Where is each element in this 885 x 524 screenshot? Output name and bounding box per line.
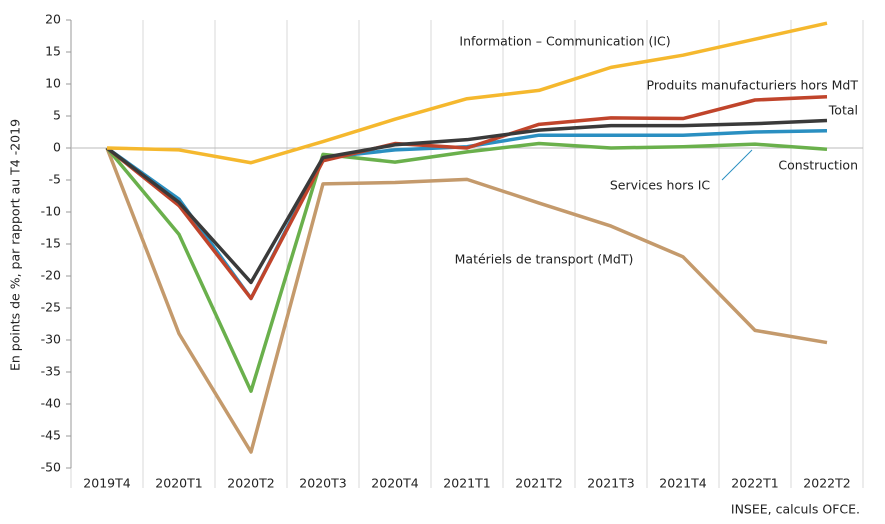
y-tick-label: -35 — [41, 364, 61, 379]
y-tick-label: -50 — [41, 460, 61, 475]
series-line — [105, 141, 828, 393]
source: INSEE, calculs OFCE. — [731, 502, 860, 517]
y-tick-label: -40 — [41, 396, 61, 411]
x-tick-label: 2022T2 — [803, 476, 850, 491]
x-tick-label: 2020T4 — [371, 476, 418, 491]
series-line — [105, 118, 828, 285]
y-tick-label: 15 — [45, 44, 61, 59]
y-tick-label: 10 — [45, 76, 61, 91]
callout — [721, 149, 753, 181]
x-tick-label: 2021T1 — [443, 476, 490, 491]
series-line — [105, 95, 828, 301]
y-tick-label: -30 — [41, 332, 61, 347]
y-tick-label: -5 — [49, 172, 61, 187]
series-label: Services hors IC — [610, 178, 711, 193]
x-tick-label: 2022T1 — [731, 476, 778, 491]
y-tick-label: -45 — [41, 428, 61, 443]
x-tick-label: 2020T2 — [227, 476, 274, 491]
x-tick-label: 2020T1 — [155, 476, 202, 491]
x-tick-label: 2021T4 — [659, 476, 706, 491]
series-line — [105, 147, 828, 454]
y-tick-label: 0 — [53, 140, 61, 155]
series-label: Produits manufacturiers hors MdT — [647, 78, 859, 93]
series-label: Matériels de transport (MdT) — [455, 252, 634, 267]
x-tick-label: 2020T3 — [299, 476, 346, 491]
series-label: Information – Communication (IC) — [459, 34, 670, 49]
y-tick-label: -15 — [41, 236, 61, 251]
y-tick-label: 5 — [53, 108, 61, 123]
y-tick-label: -10 — [41, 204, 61, 219]
x-tick-label: 2021T2 — [515, 476, 562, 491]
series-line — [106, 21, 828, 165]
y-tick-label: 20 — [45, 12, 61, 27]
y-axis-label: En points de %, par rapport au T4 -2019 — [8, 119, 23, 371]
series-label: Total — [828, 103, 858, 118]
series-label: Construction — [778, 158, 858, 173]
x-tick-label: 2019T4 — [83, 476, 130, 491]
x-tick-label: 2021T3 — [587, 476, 634, 491]
y-tick-label: -25 — [41, 300, 61, 315]
y-tick-label: -20 — [41, 268, 61, 283]
